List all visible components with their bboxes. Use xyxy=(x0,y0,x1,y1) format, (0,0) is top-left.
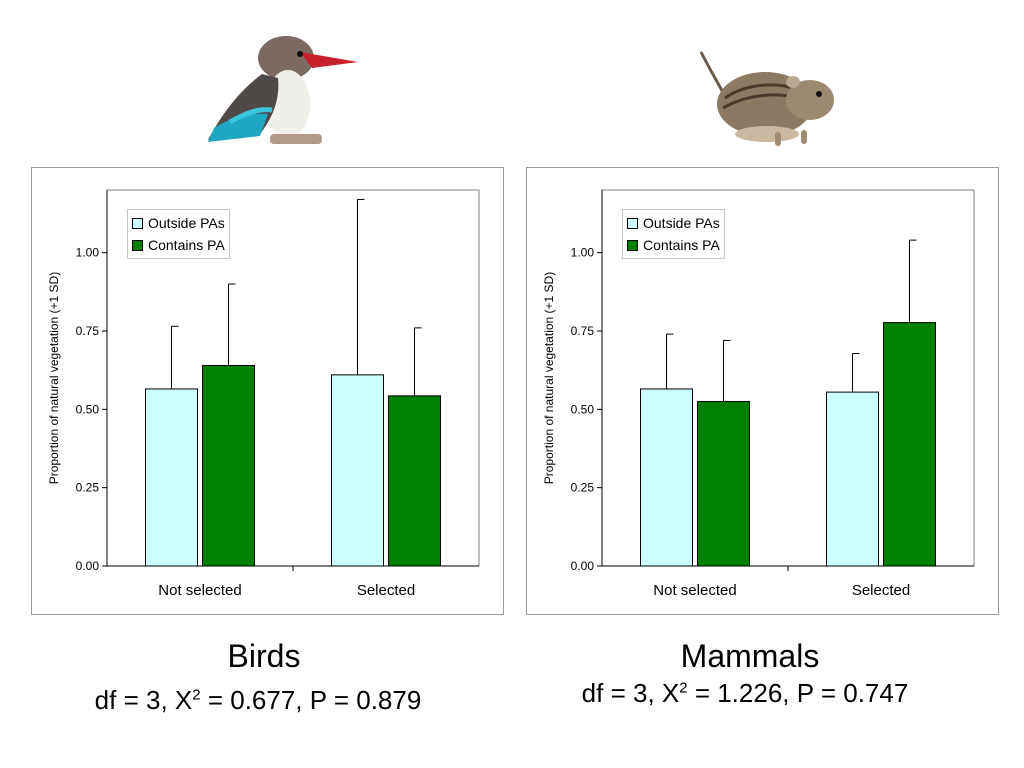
y-tick-label: 0.50 xyxy=(571,402,595,416)
bar xyxy=(697,401,750,567)
y-tick-label: 0.75 xyxy=(571,324,595,338)
bar xyxy=(145,388,198,567)
mammals-legend: Outside PAs Contains PA xyxy=(622,209,725,259)
y-tick-label: 0.00 xyxy=(571,559,595,573)
y-tick-label: 1.00 xyxy=(571,246,595,260)
x-tick-label: Selected xyxy=(357,582,415,599)
legend-item-contains: Contains PA xyxy=(627,234,720,256)
bar xyxy=(640,388,693,567)
legend-swatch-contains xyxy=(627,239,638,251)
y-axis-label: Proportion of natural vegetation (+1 SD) xyxy=(542,272,556,484)
bar xyxy=(388,395,441,567)
legend-swatch-outside xyxy=(627,217,638,229)
stats-values: = 0.677, P = 0.879 xyxy=(200,685,422,715)
y-tick-label: 0.50 xyxy=(76,402,100,416)
kingfisher-icon xyxy=(208,36,358,144)
legend-item-outside: Outside PAs xyxy=(627,212,720,234)
mammals-chart: 0.00 0.25 0.50 0.75 1.00 Not selected Selected… xyxy=(526,167,999,615)
bar xyxy=(883,322,936,567)
y-axis-label: Proportion of natural vegetation (+1 SD) xyxy=(47,272,61,484)
y-tick-label: 0.25 xyxy=(76,481,100,495)
y-tick-label: 0.75 xyxy=(76,324,100,338)
legend-item-contains: Contains PA xyxy=(132,234,225,256)
y-tick-label: 0.25 xyxy=(571,481,595,495)
legend-label: Outside PAs xyxy=(643,215,720,231)
legend-swatch-outside xyxy=(132,217,143,229)
x-tick-label: Selected xyxy=(852,582,910,599)
legend-swatch-contains xyxy=(132,239,143,251)
legend-label: Contains PA xyxy=(643,237,720,253)
stats-exponent: 2 xyxy=(679,679,688,697)
y-tick-label: 1.00 xyxy=(76,246,100,260)
bar xyxy=(826,391,879,567)
x-tick-label: Not selected xyxy=(653,582,736,599)
rodent-icon xyxy=(699,51,834,146)
stats-exponent: 2 xyxy=(192,686,201,704)
stats-df: df = 3, X xyxy=(581,678,680,708)
legend-label: Outside PAs xyxy=(148,215,225,231)
stats-df: df = 3, X xyxy=(94,685,193,715)
mammals-title: Mammals xyxy=(680,638,820,674)
birds-stats: df = 3, X2 = 0.677, P = 0.879 xyxy=(8,685,508,716)
y-tick-label: 0.00 xyxy=(76,559,100,573)
birds-chart: 0.00 0.25 0.50 0.75 1.00 Not selected Selected… xyxy=(31,167,504,615)
x-tick-label: Not selected xyxy=(158,582,241,599)
bar xyxy=(331,374,384,567)
mammals-stats: df = 3, X2 = 1.226, P = 0.747 xyxy=(495,678,995,709)
birds-legend: Outside PAs Contains PA xyxy=(127,209,230,259)
stats-values: = 1.226, P = 0.747 xyxy=(687,678,909,708)
legend-item-outside: Outside PAs xyxy=(132,212,225,234)
bar xyxy=(202,364,255,567)
legend-label: Contains PA xyxy=(148,237,225,253)
birds-title: Birds xyxy=(227,638,301,674)
